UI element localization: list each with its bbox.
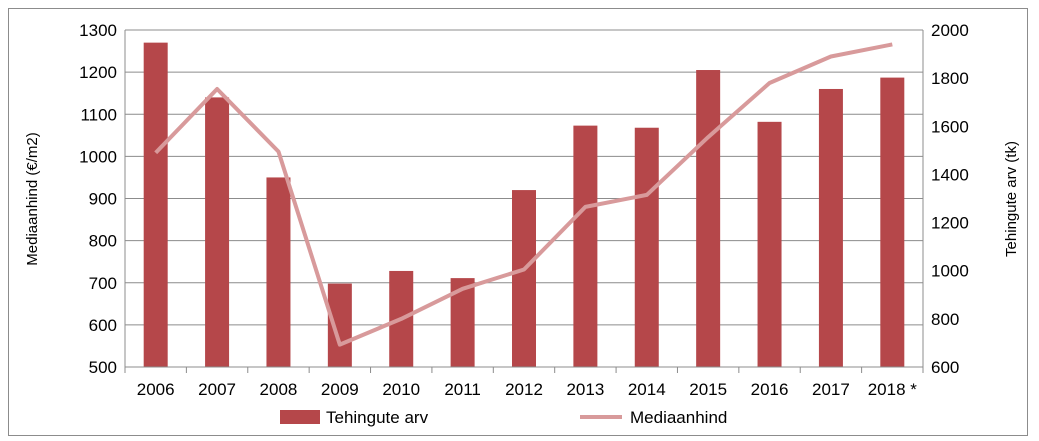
left-tick-label: 800 [89, 232, 117, 251]
legend-label-bar: Tehingute arv [326, 408, 429, 427]
series-line [154, 42, 893, 347]
x-tick-label: 2018 * [868, 380, 918, 399]
x-tick-label: 2006 [137, 380, 175, 399]
x-tick-label: 2011 [444, 380, 481, 399]
x-tick-label: 2015 [689, 380, 727, 399]
bar-series [143, 42, 905, 368]
bar [880, 77, 905, 367]
bar [696, 70, 721, 368]
x-tick-label: 2012 [505, 380, 543, 399]
axes [124, 30, 924, 373]
x-tick-label: 2008 [260, 380, 298, 399]
right-tick-label: 2000 [931, 21, 969, 40]
right-axis-title: Tehingute arv (tk) [1003, 141, 1020, 257]
left-tick-label: 600 [89, 316, 117, 335]
x-tick-label: 2016 [751, 380, 789, 399]
bar [512, 190, 536, 367]
right-tick-label: 1600 [931, 117, 969, 136]
left-tick-label: 500 [89, 358, 117, 377]
x-tick-label: 2017 [812, 380, 850, 399]
left-tick-label: 1000 [79, 147, 117, 166]
bar [327, 283, 352, 367]
right-tick-label: 1000 [931, 262, 969, 281]
left-tick-label: 1300 [79, 21, 117, 40]
legend-swatch-bar [280, 410, 320, 424]
legend-label-line: Mediaanhind [630, 408, 727, 427]
right-tick-label: 1200 [931, 214, 969, 233]
x-axis-ticks: 2006 2007 2008 2009 2010 2011 2012 2013 2014 2015… [137, 380, 917, 399]
bar [143, 42, 168, 367]
bar [205, 97, 230, 368]
x-tick-label: 2007 [198, 380, 236, 399]
line-series [154, 42, 893, 347]
x-tick-label: 2014 [628, 380, 666, 399]
right-tick-label: 800 [931, 310, 959, 329]
x-tick-label: 2013 [566, 380, 604, 399]
right-tick-label: 1800 [931, 69, 969, 88]
x-tick-label: 2009 [321, 380, 359, 399]
bar [757, 121, 782, 368]
left-axis-ticks: 500 600 700 800 900 1000 1100 1200 1300 [79, 21, 117, 377]
bar [634, 127, 659, 367]
bar [818, 88, 843, 367]
left-tick-label: 1200 [79, 63, 117, 82]
left-tick-label: 1100 [80, 105, 117, 124]
right-tick-label: 1400 [931, 165, 969, 184]
x-tick-label: 2010 [382, 380, 420, 399]
bar [573, 125, 598, 367]
left-tick-label: 900 [89, 190, 117, 209]
left-axis-title: Mediaanhind (€/m2) [24, 132, 41, 265]
right-axis-ticks: 600 800 1000 1200 1400 1600 1800 2000 [931, 21, 969, 377]
bar [266, 177, 291, 367]
left-tick-label: 700 [89, 274, 117, 293]
legend: Tehingute arv Mediaanhind [280, 408, 727, 427]
right-tick-label: 600 [931, 358, 959, 377]
